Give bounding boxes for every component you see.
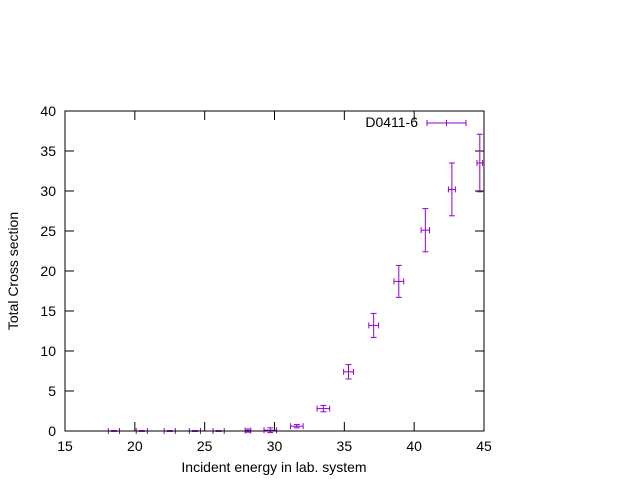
x-tick-label-5: 40 [406, 438, 422, 454]
plot-frame [64, 110, 485, 432]
y-tick-label-2: 10 [40, 343, 56, 359]
data-point-11 [393, 264, 405, 298]
tick-marks [64, 110, 485, 432]
x-tick-label-0: 15 [57, 438, 73, 454]
legend: D0411-6 [365, 114, 467, 130]
data-points [107, 133, 484, 434]
y-tick-label-8: 40 [40, 103, 56, 119]
legend-label-d0411-6: D0411-6 [365, 114, 418, 130]
y-tick-label-5: 25 [40, 223, 56, 239]
x-tick-label-1: 20 [127, 438, 143, 454]
x-axis-label: Incident energy in lab. system [181, 459, 366, 475]
data-point-14 [476, 133, 484, 193]
x-tick-label-3: 30 [267, 438, 283, 454]
x-tick-label-2: 25 [197, 438, 213, 454]
y-tick-labels: 0 5 10 15 20 25 30 35 40 [40, 103, 56, 439]
y-tick-label-3: 15 [40, 303, 56, 319]
data-point-12 [420, 208, 431, 253]
y-tick-label-1: 5 [48, 383, 56, 399]
data-point-13 [447, 162, 456, 217]
data-point-9 [343, 364, 354, 380]
y-tick-label-4: 20 [40, 263, 56, 279]
x-tick-labels: 15 20 25 30 35 40 45 [57, 438, 492, 454]
y-tick-label-7: 35 [40, 143, 56, 159]
y-axis-label: Total Cross section [5, 212, 21, 330]
data-point-8 [316, 404, 331, 413]
y-tick-label-6: 30 [40, 183, 56, 199]
y-tick-label-0: 0 [48, 423, 56, 439]
x-tick-label-6: 45 [476, 438, 492, 454]
x-tick-label-4: 35 [337, 438, 353, 454]
data-point-6 [263, 427, 278, 434]
data-point-10 [368, 312, 380, 338]
legend-sample [426, 120, 467, 126]
data-point-7 [290, 423, 304, 430]
